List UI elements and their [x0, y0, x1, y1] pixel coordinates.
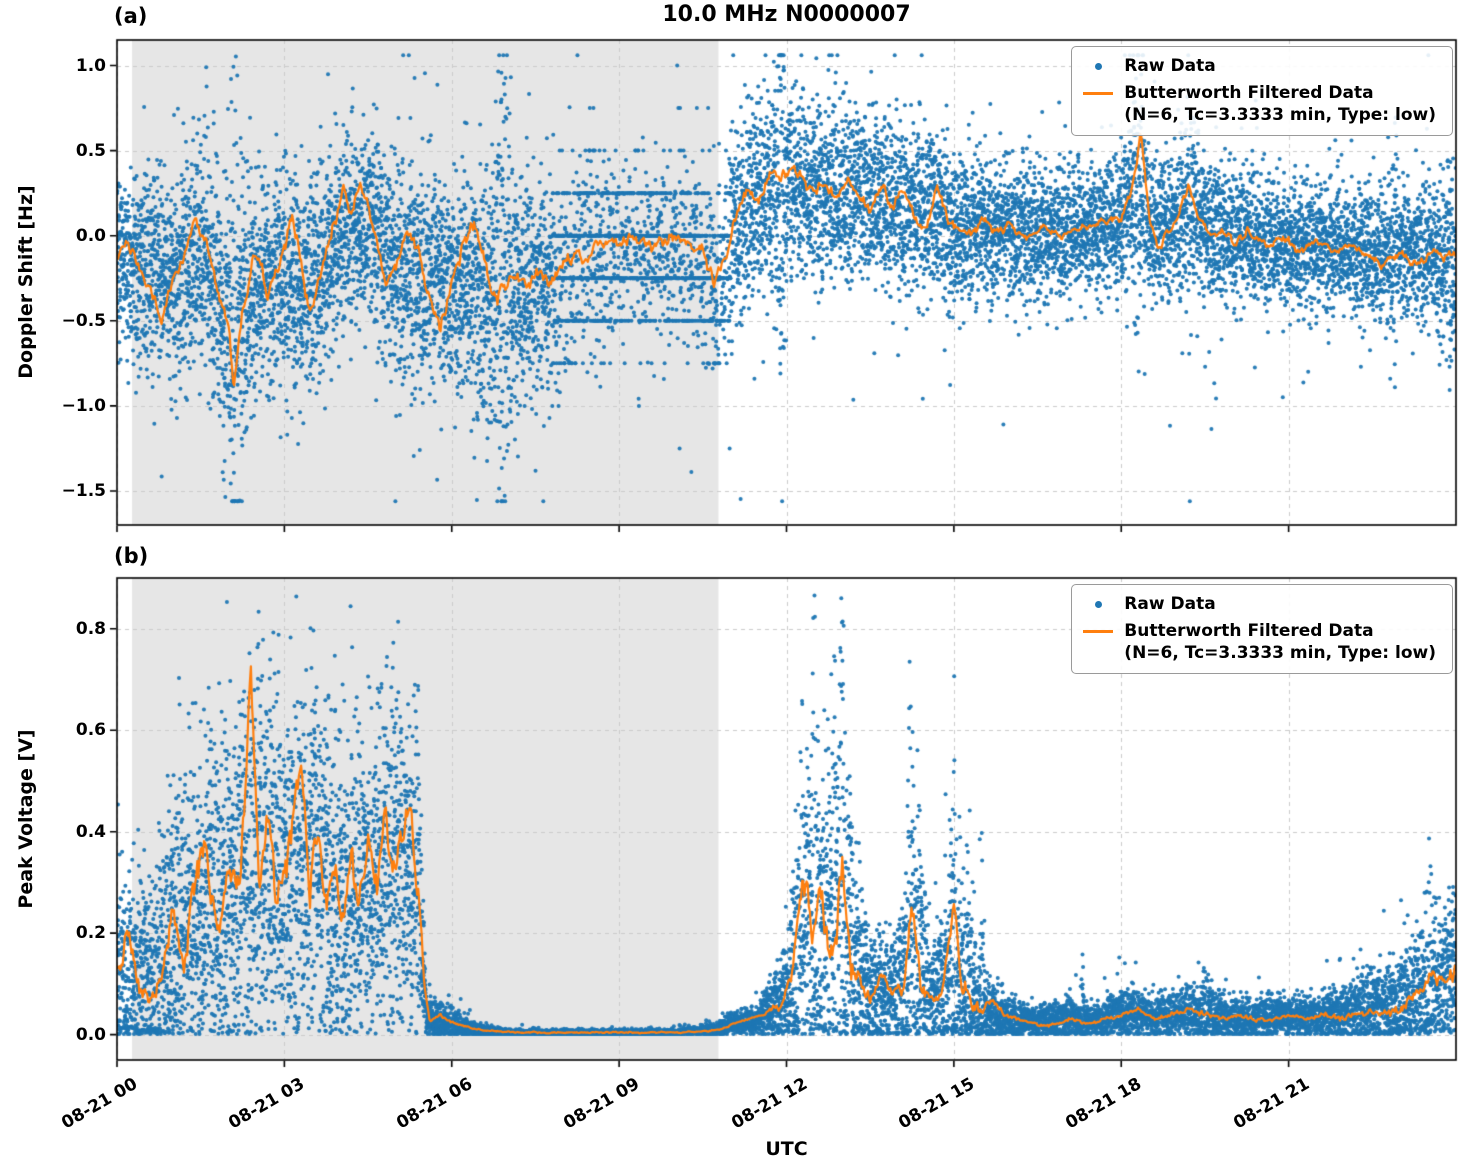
legend-raw-label: Raw Data	[1124, 56, 1216, 76]
filtered-line-icon	[1083, 629, 1114, 633]
legend-filtered-title: Butterworth Filtered Data	[1124, 621, 1374, 641]
legend-filtered-entry: Butterworth Filtered Data (N=6, Tc=3.333…	[1080, 82, 1436, 126]
legend-filtered-label: Butterworth Filtered Data (N=6, Tc=3.333…	[1124, 620, 1436, 664]
y-tick-label: 1.0	[75, 55, 106, 76]
panel-a-ylabel: Doppler Shift [Hz]	[15, 185, 37, 379]
legend-raw-entry: Raw Data	[1080, 55, 1436, 77]
filtered-marker-col	[1080, 620, 1116, 642]
y-tick-label: 0.4	[75, 821, 106, 842]
filtered-marker-col	[1080, 82, 1116, 104]
y-tick-label: −1.5	[61, 480, 106, 501]
legend-raw-label: Raw Data	[1124, 594, 1216, 614]
x-axis-label: UTC	[765, 1138, 808, 1160]
legend-filtered-params: (N=6, Tc=3.3333 min, Type: low)	[1124, 643, 1436, 663]
filtered-line-icon	[1083, 91, 1114, 95]
raw-data-dot-icon	[1094, 600, 1102, 608]
panel-a-tag: (a)	[114, 4, 148, 28]
legend-panel-b: Raw Data Butterworth Filtered Data (N=6,…	[1071, 584, 1453, 674]
raw-data-dot-icon	[1094, 62, 1102, 70]
panel-b-tag: (b)	[114, 544, 149, 568]
y-tick-label: 0.2	[75, 923, 106, 944]
y-tick-label: 0.5	[75, 140, 106, 161]
y-tick-label: 0.6	[75, 720, 106, 741]
y-tick-label: 0.0	[75, 1024, 106, 1045]
y-tick-label: 0.8	[75, 618, 106, 639]
raw-data-marker-col	[1080, 55, 1116, 77]
raw-data-marker-col	[1080, 593, 1116, 615]
legend-raw-entry: Raw Data	[1080, 593, 1436, 615]
panel-b-ylabel: Peak Voltage [V]	[15, 729, 37, 909]
y-tick-label: 0.0	[75, 225, 106, 246]
figure-title: 10.0 MHz N0000007	[662, 2, 911, 27]
y-tick-label: −1.0	[61, 395, 106, 416]
y-tick-label: −0.5	[61, 310, 106, 331]
legend-filtered-label: Butterworth Filtered Data (N=6, Tc=3.333…	[1124, 82, 1436, 126]
legend-panel-a: Raw Data Butterworth Filtered Data (N=6,…	[1071, 46, 1453, 136]
legend-filtered-params: (N=6, Tc=3.3333 min, Type: low)	[1124, 105, 1436, 125]
legend-filtered-title: Butterworth Filtered Data	[1124, 83, 1374, 103]
legend-filtered-entry: Butterworth Filtered Data (N=6, Tc=3.333…	[1080, 620, 1436, 664]
